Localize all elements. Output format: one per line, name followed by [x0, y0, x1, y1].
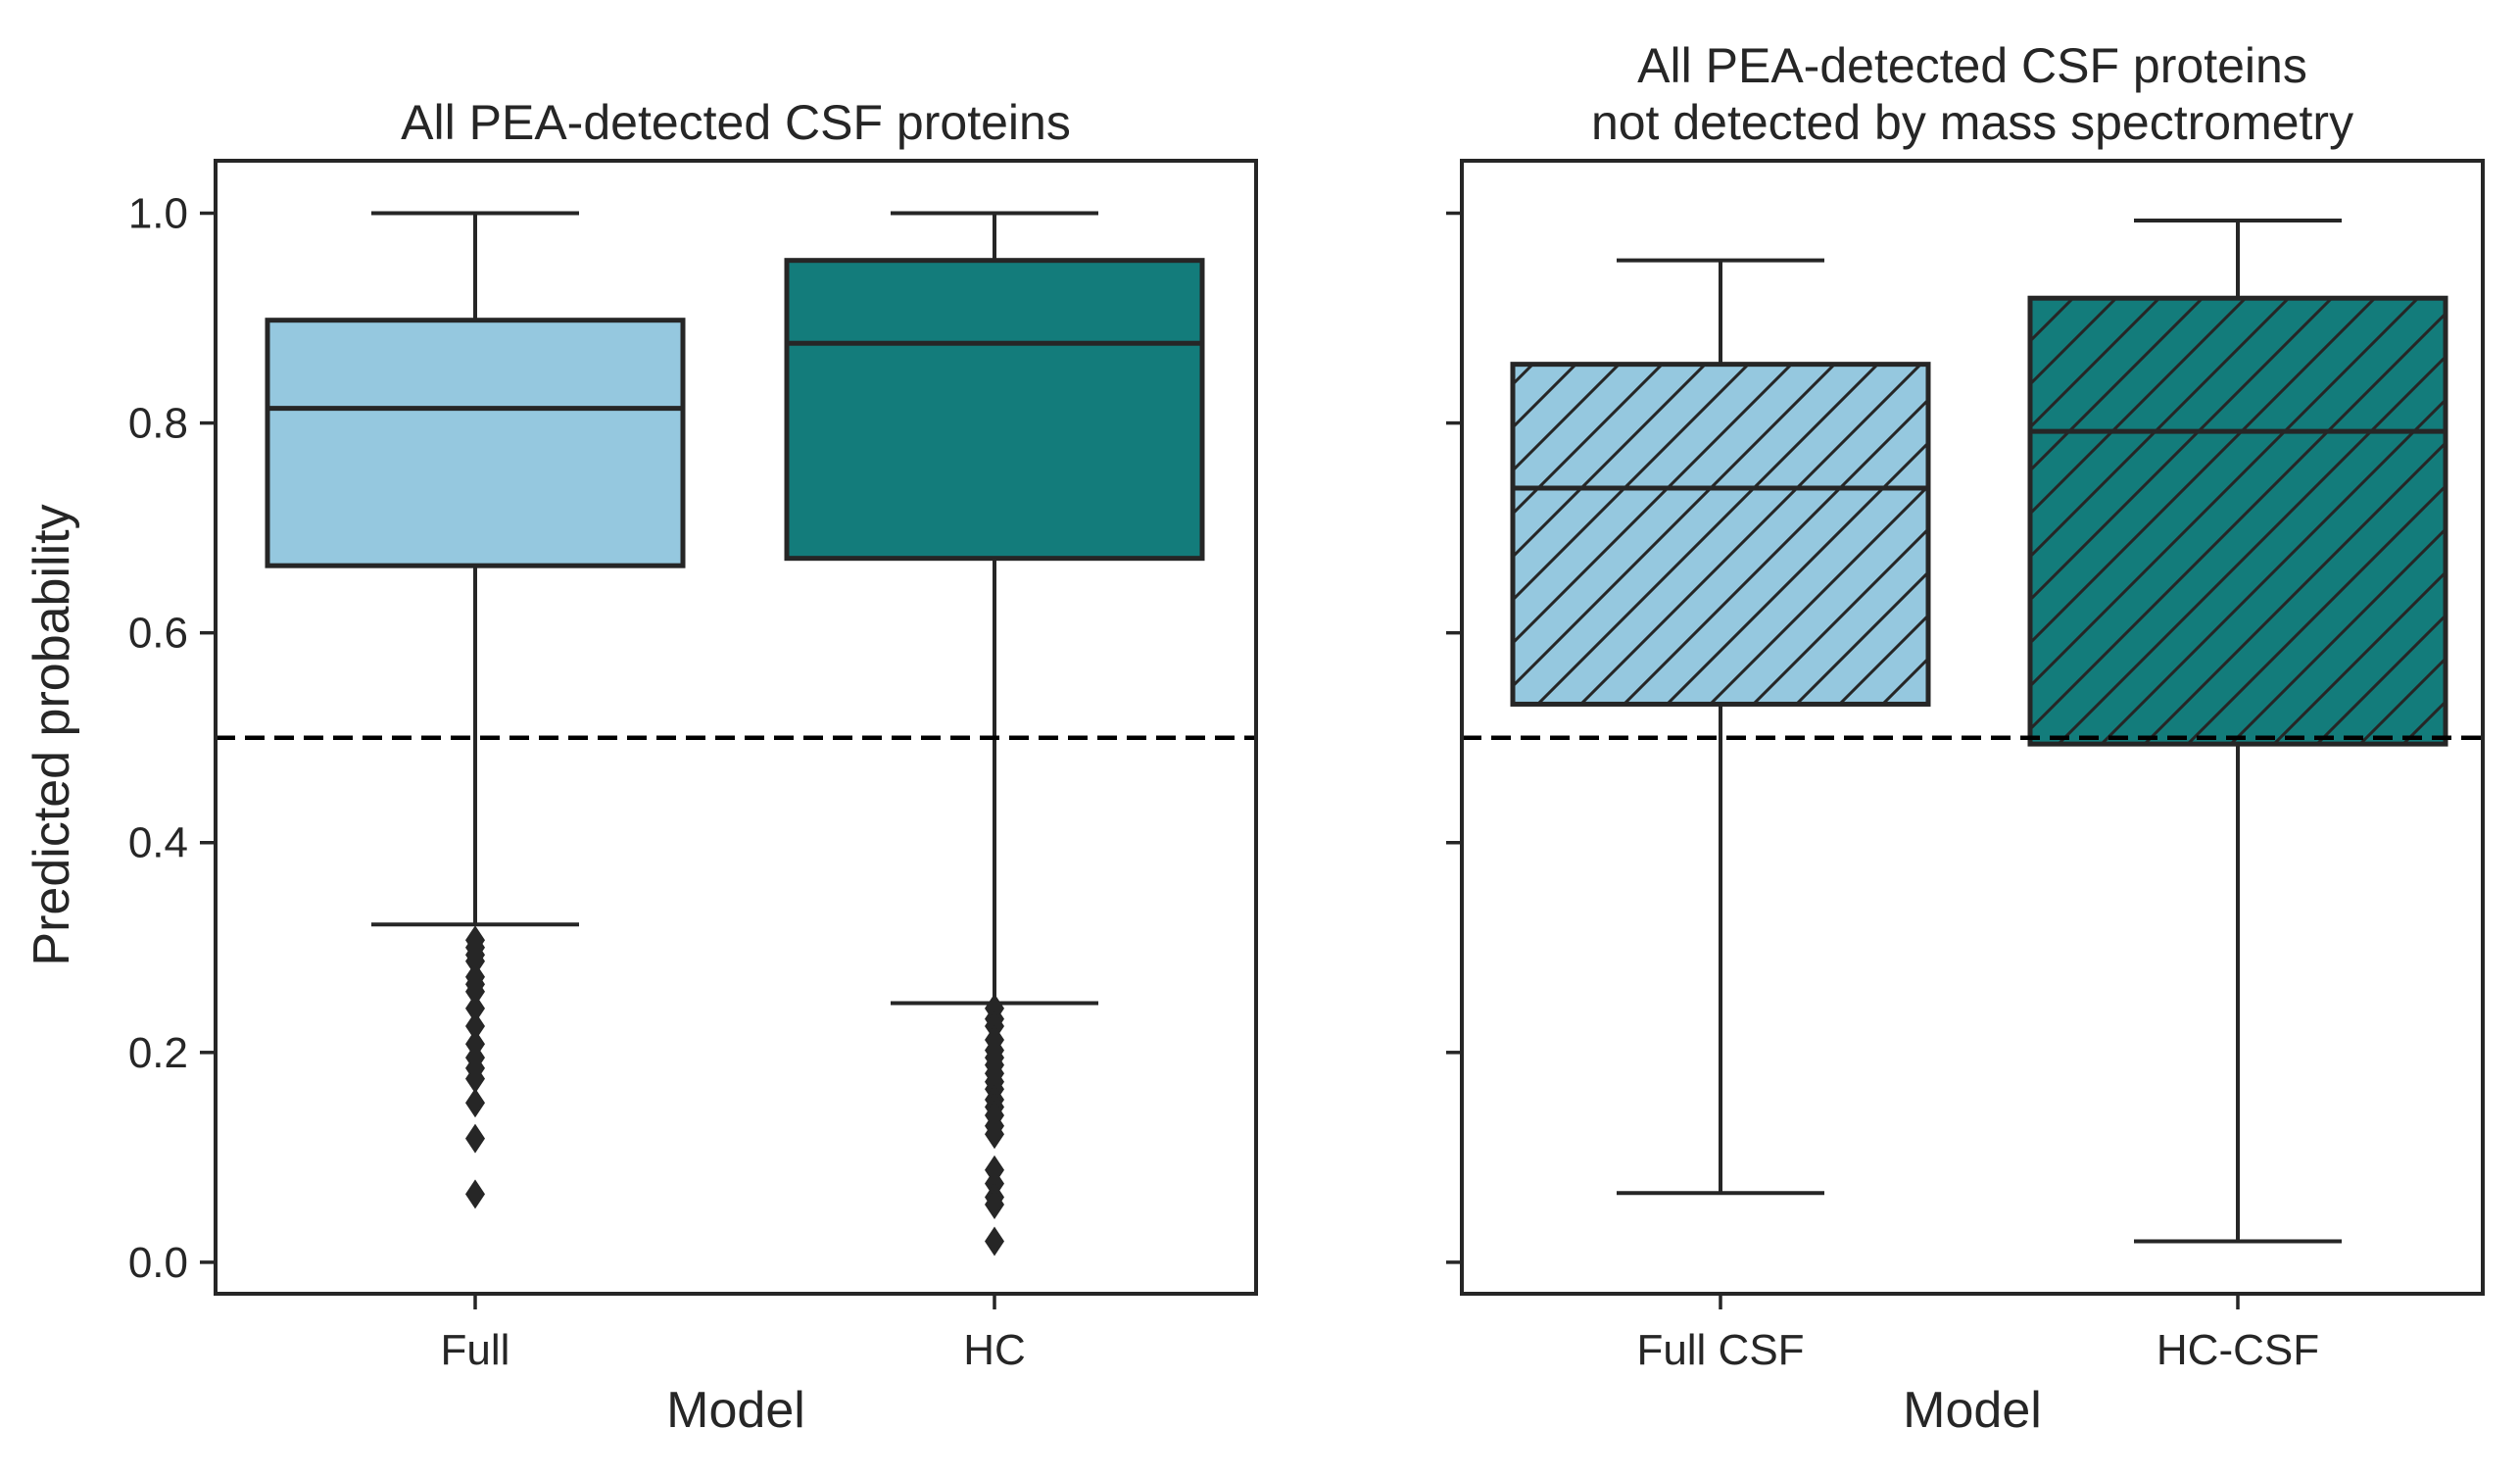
box-outline: [265, 318, 686, 568]
y-axis-label: Predicted probability: [24, 504, 80, 965]
chart-title: All PEA-detected CSF proteins: [401, 95, 1071, 150]
box-hatch: [2030, 298, 2446, 745]
outlier-point: [985, 1190, 1004, 1220]
box-full-csf: [1510, 258, 1931, 1196]
outlier-point: [465, 1063, 485, 1094]
panels: All PEA-detected CSF proteins 0.0 0.2 0.4 0.…: [128, 38, 2485, 1439]
y-tick-label: 0.8: [128, 400, 188, 448]
chart-title-line: All PEA-detected CSF proteins: [1637, 38, 2307, 93]
outlier-point: [985, 1119, 1004, 1150]
y-tick-label: 0.6: [128, 610, 188, 658]
chart-title-line: All PEA-detected CSF proteins: [401, 95, 1071, 150]
outlier-point: [465, 976, 485, 1007]
box-outline: [784, 258, 1205, 562]
outlier-point: [465, 1179, 485, 1209]
x-axis-label: Model: [666, 1382, 805, 1439]
y-tick-label: 0.2: [128, 1029, 188, 1077]
axes-frame: [1460, 159, 2485, 1296]
box-hc-csf: [2027, 219, 2448, 1244]
outlier-point: [465, 993, 485, 1023]
y-tick-label: 0.0: [128, 1239, 188, 1287]
x-tick-label: Full: [441, 1326, 510, 1374]
box-outline: [1510, 362, 1931, 707]
x-axis-label: Model: [1903, 1382, 2042, 1439]
chart-title-line: not detected by mass spectrometry: [1591, 95, 2353, 150]
outlier-point: [465, 946, 485, 976]
x-tick-label: HC: [963, 1326, 1026, 1374]
outlier-point: [465, 1011, 485, 1042]
y-tick-label: 1.0: [128, 190, 188, 238]
box-hc: [784, 211, 1205, 1256]
outlier-point: [985, 1226, 1004, 1256]
outlier-point: [465, 1088, 485, 1118]
outlier-point: [465, 1123, 485, 1154]
box-fill: [787, 260, 1202, 559]
box-hatch: [1513, 364, 1928, 705]
y-tick-label: 0.4: [128, 819, 188, 867]
x-tick-label: HC-CSF: [2157, 1326, 2319, 1374]
chart-panel-1: All PEA-detected CSF proteins 0.0 0.2 0.4 0.…: [128, 95, 1258, 1439]
box-outline: [2027, 295, 2448, 747]
x-tick-label: Full CSF: [1636, 1326, 1804, 1374]
box-fill: [267, 320, 683, 567]
axes-frame: [214, 159, 1258, 1296]
box-full: [265, 211, 686, 1209]
